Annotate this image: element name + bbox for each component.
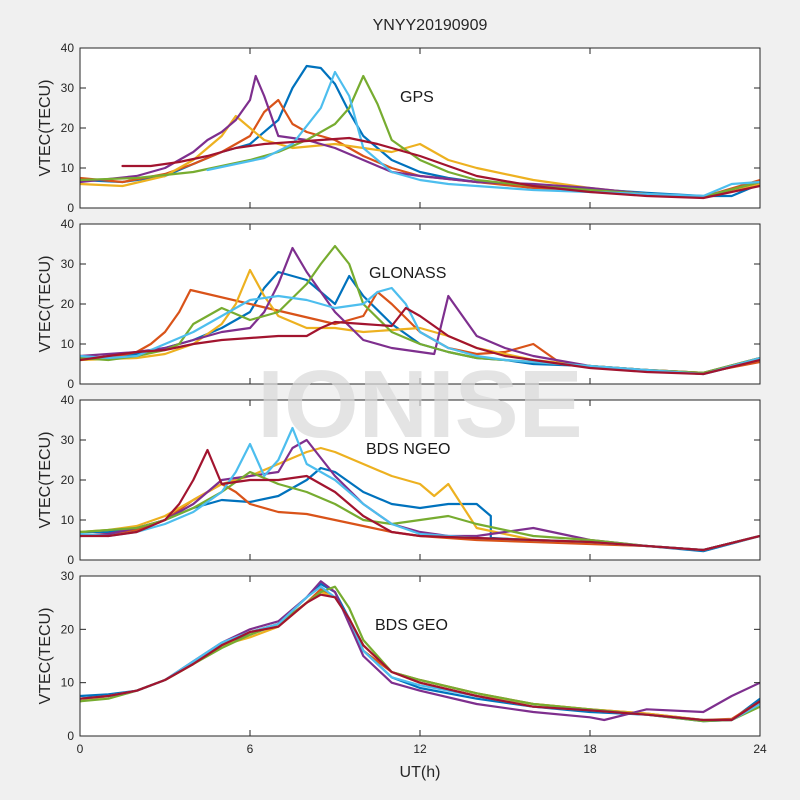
series-line	[80, 482, 760, 552]
panel-label: BDS GEO	[375, 617, 448, 634]
panel-label: BDS NGEO	[366, 441, 450, 458]
series-line	[80, 306, 760, 376]
y-axis-label: VTEC(TECU)	[37, 608, 54, 705]
series-group	[80, 244, 760, 376]
y-tick-label: 40	[61, 393, 75, 407]
chart-panels: 0 10 20 30 40 VTEC(TECU) GPS 0 10 20 30 40 VTEC(TECU…	[37, 41, 767, 756]
panel-label: GLONASS	[369, 265, 446, 282]
y-tick-label: 10	[61, 513, 75, 527]
series-group	[80, 426, 760, 553]
y-tick-label: 10	[61, 337, 75, 351]
y-tick-label: 0	[67, 553, 74, 567]
x-tick-label: 0	[77, 742, 84, 756]
panel-1: 0 10 20 30 40 VTEC(TECU) GPS	[37, 41, 761, 215]
x-axis-label: UT(h)	[400, 764, 441, 781]
panel-3: 0 10 20 30 40 VTEC(TECU) BDS NGEO	[37, 393, 761, 567]
y-tick-label: 30	[61, 569, 75, 583]
x-tick-label: 18	[583, 742, 597, 756]
y-tick-label: 40	[61, 217, 75, 231]
plot-area	[80, 48, 760, 208]
plot-area	[80, 576, 760, 736]
y-tick-label: 0	[67, 377, 74, 391]
watermark: IONISE	[257, 351, 582, 458]
panel-2: 0 10 20 30 40 VTEC(TECU) GLONASS	[37, 217, 761, 391]
panel-label: GPS	[400, 89, 434, 106]
figure-title: YNYY20190909	[373, 17, 488, 34]
x-tick-label: 12	[413, 742, 427, 756]
y-tick-label: 20	[61, 622, 75, 636]
panel-4: 0 6 12 18 24 0 10 20 30 VTEC(TECU) BDS GEO	[37, 569, 767, 756]
y-axis-label: VTEC(TECU)	[37, 256, 54, 353]
y-tick-label: 30	[61, 257, 75, 271]
y-tick-label: 40	[61, 41, 75, 55]
plot-area	[80, 224, 760, 384]
series-line	[80, 593, 760, 722]
x-tick-label: 24	[753, 742, 767, 756]
series-group	[80, 580, 760, 723]
y-tick-label: 20	[61, 297, 75, 311]
series-line	[206, 70, 760, 198]
y-tick-label: 30	[61, 81, 75, 95]
y-tick-label: 10	[61, 676, 75, 690]
y-axis-label: VTEC(TECU)	[37, 432, 54, 529]
series-line	[80, 74, 760, 198]
y-tick-label: 0	[67, 201, 74, 215]
y-axis-label: VTEC(TECU)	[37, 80, 54, 177]
y-tick-label: 10	[61, 161, 75, 175]
y-tick-label: 20	[61, 473, 75, 487]
series-line	[80, 448, 760, 552]
series-line	[80, 470, 760, 552]
series-group	[80, 64, 760, 200]
y-tick-label: 20	[61, 121, 75, 135]
y-tick-label: 30	[61, 433, 75, 447]
series-line	[121, 136, 760, 200]
series-line	[80, 246, 760, 374]
series-line	[80, 438, 760, 552]
y-tick-label: 0	[67, 729, 74, 743]
x-tick-label: 6	[247, 742, 254, 756]
